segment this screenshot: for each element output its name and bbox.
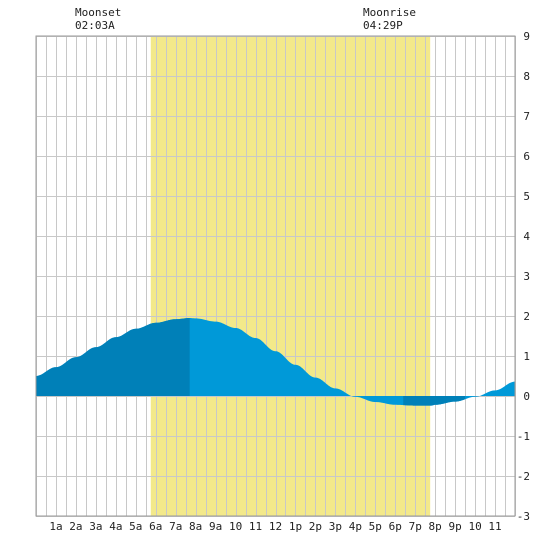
x-tick-label: 7p	[409, 520, 422, 533]
moonrise-time: 04:29P	[363, 19, 403, 32]
x-tick-label: 11	[488, 520, 501, 533]
moonrise-label: Moonrise	[363, 6, 416, 19]
x-tick-label: 12	[269, 520, 282, 533]
y-tick-label: 3	[523, 270, 530, 283]
y-tick-label: 5	[523, 190, 530, 203]
x-tick-label: 2a	[69, 520, 82, 533]
x-tick-label: 4a	[109, 520, 122, 533]
y-tick-label: -2	[517, 470, 530, 483]
x-tick-label: 2p	[309, 520, 322, 533]
x-tick-label: 4p	[349, 520, 362, 533]
x-tick-label: 10	[468, 520, 481, 533]
x-tick-label: 3a	[89, 520, 102, 533]
x-tick-label: 3p	[329, 520, 342, 533]
y-tick-label: 6	[523, 150, 530, 163]
x-tick-label: 8a	[189, 520, 202, 533]
y-tick-label: 7	[523, 110, 530, 123]
x-tick-label: 7a	[169, 520, 182, 533]
plot-border	[35, 35, 516, 517]
x-tick-label: 9a	[209, 520, 222, 533]
x-tick-label: 5a	[129, 520, 142, 533]
y-tick-label: 4	[523, 230, 530, 243]
x-tick-label: 9p	[449, 520, 462, 533]
tide-area-night	[36, 318, 190, 396]
x-tick-label: 6p	[389, 520, 402, 533]
y-tick-label: 2	[523, 310, 530, 323]
y-tick-label: 8	[523, 70, 530, 83]
moonset-time: 02:03A	[75, 19, 115, 32]
x-tick-label: 1a	[49, 520, 62, 533]
x-tick-label: 5p	[369, 520, 382, 533]
y-tick-label: 9	[523, 30, 530, 43]
x-tick-label: 10	[229, 520, 242, 533]
y-tick-label: -1	[517, 430, 530, 443]
y-tick-label: 0	[523, 390, 530, 403]
x-tick-label: 11	[249, 520, 262, 533]
y-tick-label: -3	[517, 510, 530, 523]
moonset-label: Moonset	[75, 6, 121, 19]
x-tick-label: 8p	[429, 520, 442, 533]
x-tick-label: 6a	[149, 520, 162, 533]
y-tick-label: 1	[523, 350, 530, 363]
x-tick-label: 1p	[289, 520, 302, 533]
tide-area-night	[403, 396, 466, 406]
